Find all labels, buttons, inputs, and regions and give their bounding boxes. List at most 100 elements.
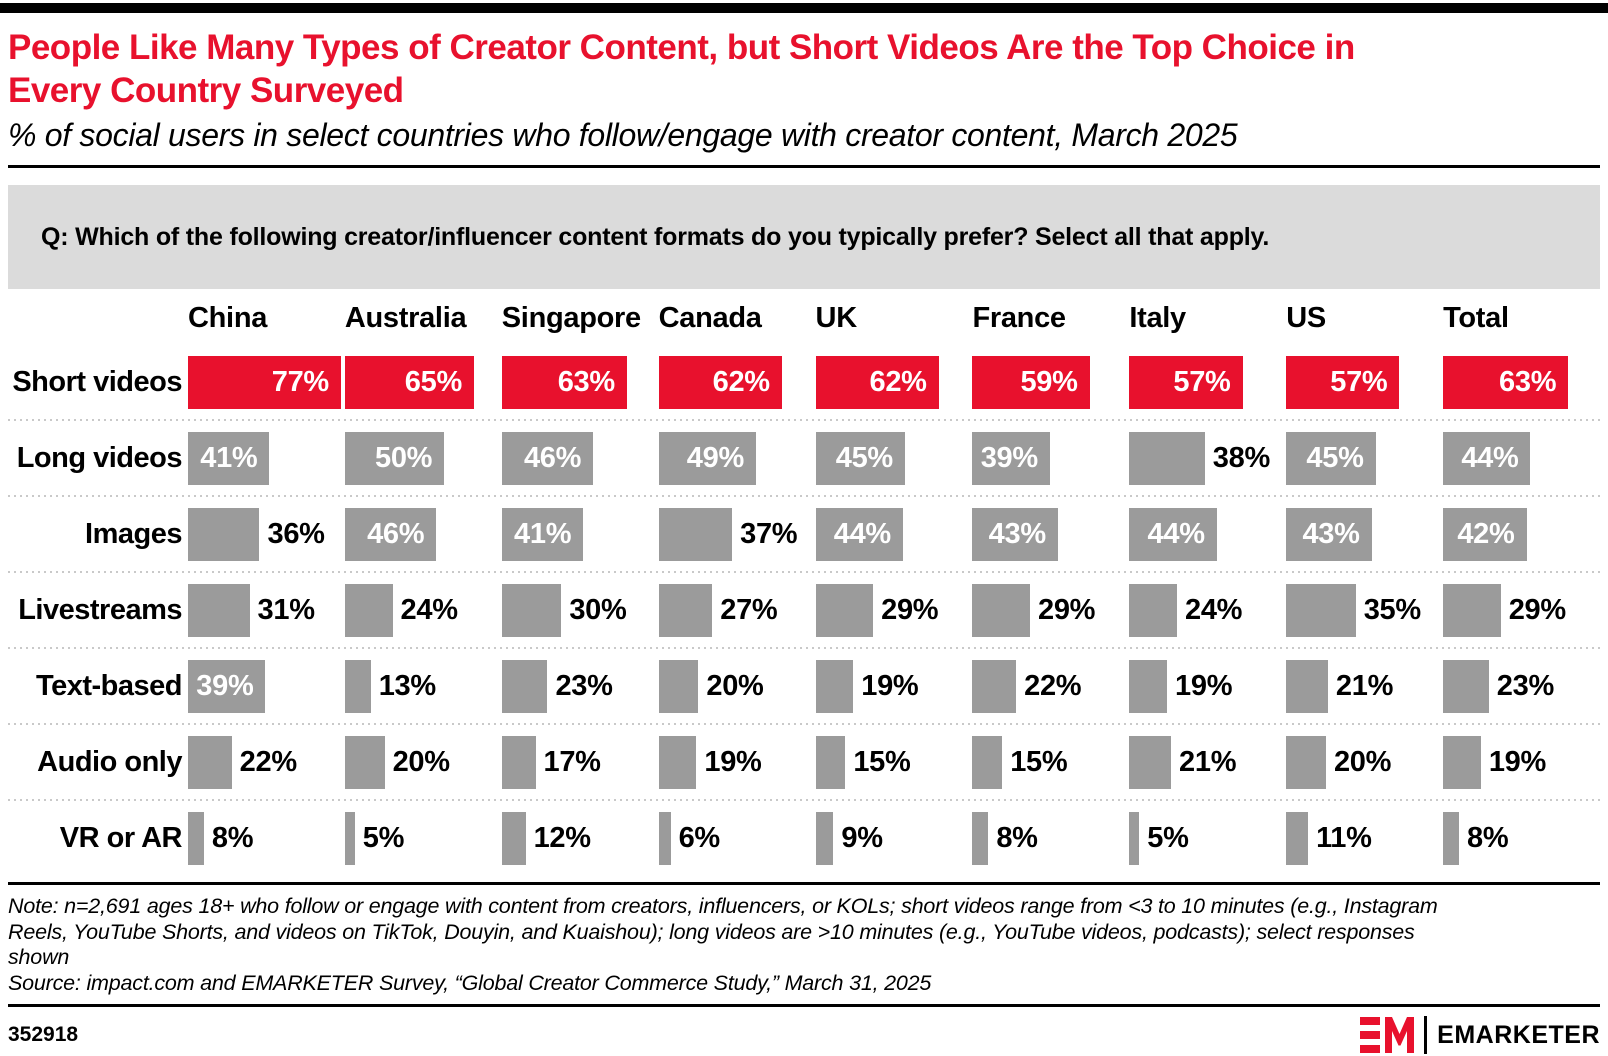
bar-value: 21%: [1335, 669, 1394, 702]
bar-value: 8%: [996, 821, 1038, 854]
bar: [344, 811, 355, 865]
chart-row-text-based: Text-based 39% 13% 23% 20% 19% 22% 19% 21% 23%: [8, 649, 1600, 723]
bar-value: 45%: [835, 441, 893, 474]
bar: 39%: [188, 659, 266, 713]
note-line: Note: n=2,691 ages 18+ who follow or eng…: [8, 894, 1438, 918]
header-divider: [8, 165, 1600, 168]
bar: 46%: [501, 431, 594, 485]
bar-value: 19%: [704, 745, 762, 778]
bar: [501, 583, 562, 637]
bar-value: 19%: [1175, 669, 1233, 702]
column-header-canada: Canada: [658, 302, 762, 334]
bar-cell-singapore: 23%: [501, 649, 659, 723]
bar-value: 24%: [400, 593, 458, 626]
row-separator: [8, 799, 1600, 801]
bar-value: 29%: [1038, 593, 1096, 626]
bar-cell-singapore: 46%: [501, 421, 659, 495]
bar-cell-singapore: 30%: [501, 573, 659, 647]
footer-row: 352918 EMARKETER: [8, 1007, 1600, 1054]
bar-value: 5%: [362, 821, 405, 854]
bar-cell-canada: 6%: [658, 801, 816, 875]
bar-value: 49%: [686, 441, 744, 474]
bar-cell-france: 39%: [972, 421, 1129, 495]
bar: [188, 811, 204, 865]
bar: 49%: [658, 431, 756, 485]
bar-value: 65%: [404, 365, 462, 398]
bar-value: 62%: [869, 365, 927, 398]
bar: [972, 659, 1017, 713]
row-separator: [8, 723, 1600, 725]
bar-value: 17%: [543, 745, 601, 778]
bar-value: 35%: [1363, 593, 1421, 626]
bar: [658, 811, 671, 865]
note-line: shown: [8, 945, 70, 969]
page-title-line1: People Like Many Types of Creator Conten…: [8, 28, 1355, 67]
bar-cell-france: 43%: [972, 497, 1129, 571]
bar-cell-australia: 50%: [344, 421, 502, 495]
bar-cell-singapore: 63%: [501, 345, 659, 419]
bar-cell-china: 36%: [188, 497, 345, 571]
bar-value: 37%: [740, 517, 798, 550]
bar-cell-china: 41%: [188, 421, 345, 495]
row-label-vr-or-ar: VR or AR: [59, 821, 183, 854]
bar-value: 8%: [1466, 821, 1509, 854]
chart-row-short-videos: Short videos 77% 65% 63% 62% 62% 59% 57% 57% 63%: [8, 345, 1600, 419]
emarketer-logo: EMARKETER: [1360, 1016, 1600, 1054]
bar-cell-china: 39%: [188, 649, 345, 723]
bar-cell-us: 35%: [1286, 573, 1443, 647]
bar-cell-australia: 65%: [344, 345, 502, 419]
bar-value: 59%: [1020, 365, 1078, 398]
bar-cell-canada: 27%: [658, 573, 816, 647]
bar-cell-australia: 13%: [344, 649, 502, 723]
bar: [344, 735, 385, 789]
bar-value: 19%: [1488, 745, 1546, 778]
column-header-france: France: [972, 302, 1066, 334]
bar-cell-china: 22%: [188, 725, 345, 799]
bar-cell-us: 45%: [1286, 421, 1443, 495]
row-label-livestreams: Livestreams: [18, 593, 182, 626]
bar-cell-us: 57%: [1286, 345, 1443, 419]
bar-cell-france: 15%: [972, 725, 1129, 799]
column-header-australia: Australia: [344, 302, 467, 334]
bar: [815, 659, 854, 713]
chart-row-images: Images 36% 46% 41% 37% 44% 43% 44% 43% 42%: [8, 497, 1600, 571]
row-label-text-based: Text-based: [36, 669, 182, 702]
bar-value: 19%: [861, 669, 919, 702]
bar-cell-uk: 62%: [815, 345, 973, 419]
bar: [658, 735, 697, 789]
bar: [188, 507, 260, 561]
bar-value: 57%: [1173, 365, 1231, 398]
survey-question-box: Q: Which of the following creator/influe…: [8, 185, 1600, 289]
bar: [188, 583, 250, 637]
bar: 43%: [1286, 507, 1372, 561]
bar-value: 44%: [1147, 517, 1205, 550]
bar-cell-canada: 49%: [658, 421, 816, 495]
page-title-line2: Every Country Surveyed: [8, 71, 404, 110]
bar-cell-singapore: 12%: [501, 801, 659, 875]
bar: [1286, 583, 1356, 637]
bar-value: 20%: [1333, 745, 1392, 778]
bar-value: 11%: [1316, 821, 1372, 854]
bar-cell-australia: 46%: [344, 497, 502, 571]
bar-cell-total: 29%: [1443, 573, 1600, 647]
bar-cell-total: 19%: [1443, 725, 1600, 799]
row-label-images: Images: [85, 517, 182, 550]
chart-row-audio-only: Audio only 22% 20% 17% 19% 15% 15% 21% 20% 19%: [8, 725, 1600, 799]
bar: 44%: [1443, 431, 1531, 485]
bar-cell-italy: 19%: [1129, 649, 1286, 723]
bar: 42%: [1443, 507, 1527, 561]
bar: [1286, 735, 1326, 789]
bar-cell-france: 22%: [972, 649, 1129, 723]
bar-cell-uk: 29%: [815, 573, 973, 647]
bar-cell-australia: 5%: [344, 801, 502, 875]
bar-cell-total: 42%: [1443, 497, 1600, 571]
bar-value: 63%: [1499, 365, 1557, 398]
bar-value: 12%: [533, 821, 591, 854]
bar-value: 30%: [569, 593, 627, 626]
bar-value: 31%: [257, 593, 315, 626]
source-line: Source: impact.com and EMARKETER Survey,…: [8, 970, 932, 995]
bar: [344, 583, 393, 637]
bar-cell-total: 44%: [1443, 421, 1600, 495]
bar: 41%: [188, 431, 270, 485]
bar: 45%: [815, 431, 905, 485]
